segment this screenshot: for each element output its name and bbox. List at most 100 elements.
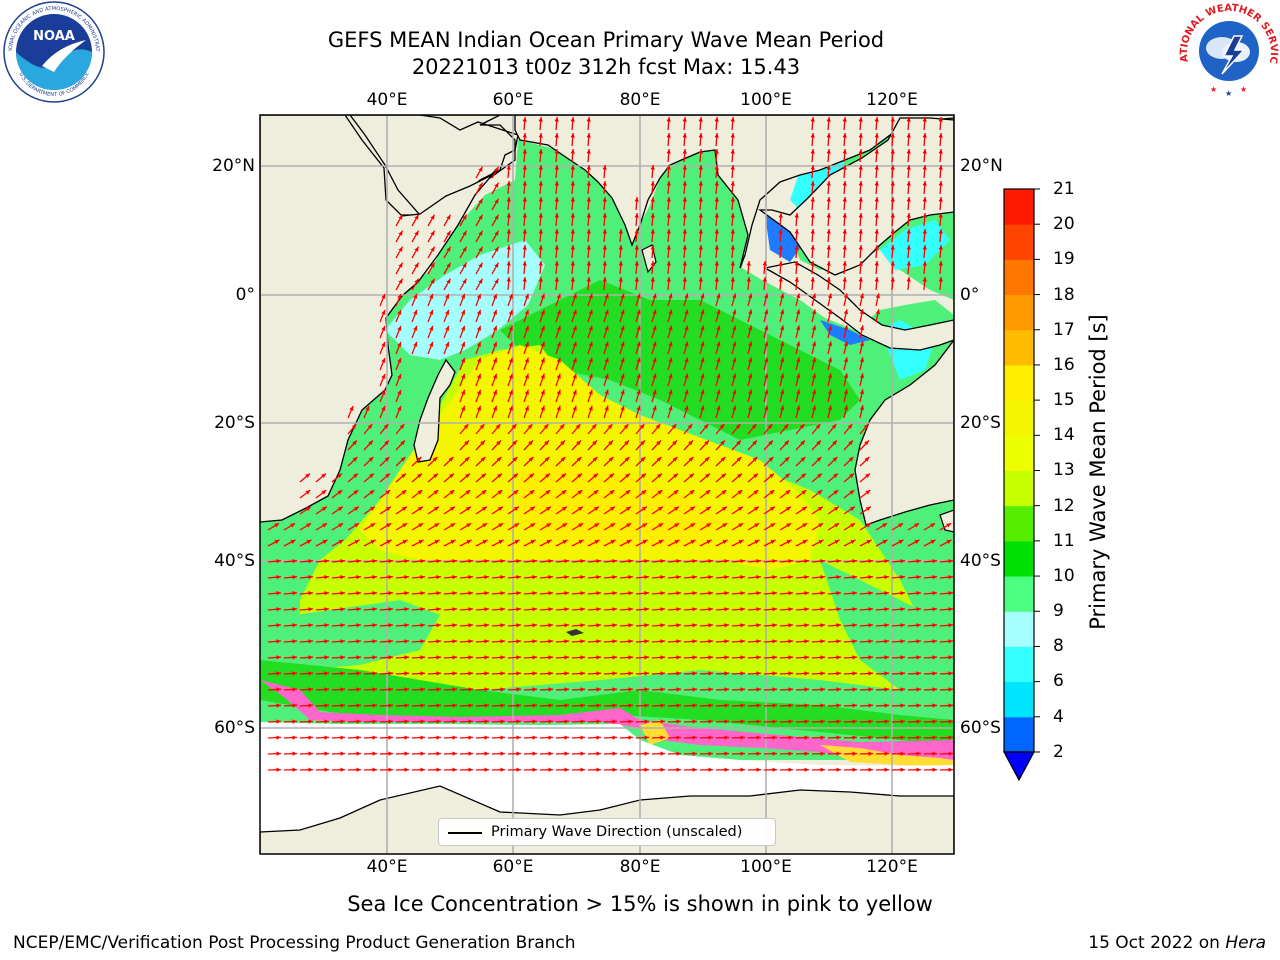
wave-arrow-head	[620, 309, 625, 315]
wave-arrow-head	[508, 325, 513, 331]
wave-arrow-head	[449, 490, 455, 495]
wave-arrow-head	[306, 539, 312, 544]
wave-arrow-head	[324, 591, 329, 596]
wave-arrow-head	[730, 229, 735, 234]
wave-arrow-head	[450, 523, 456, 528]
wave-arrow-head	[349, 406, 354, 411]
wave-arrow-head	[478, 246, 483, 252]
wave-arrow-head	[500, 767, 505, 772]
wave-arrow-head	[624, 457, 630, 462]
wave-arrow-head	[465, 473, 470, 479]
wave-arrow-head	[900, 559, 905, 564]
wave-arrow-head	[512, 440, 517, 446]
wave-arrow-head	[324, 767, 329, 772]
wave-arrow-head	[636, 309, 641, 315]
wave-arrow-head	[436, 559, 441, 564]
wave-arrow-head	[452, 591, 457, 596]
wave-arrow-head	[625, 473, 630, 479]
wave-arrow-head	[730, 165, 735, 170]
wave-arrow-head	[884, 687, 889, 692]
wave-arrow-head	[484, 559, 489, 564]
wave-arrow-head	[698, 229, 703, 234]
wave-arrow-head	[796, 341, 801, 347]
wave-arrow-head	[948, 735, 953, 740]
wave-arrow-head	[446, 214, 451, 220]
wave-arrow-head	[684, 293, 689, 299]
wave-arrow-head	[922, 245, 927, 250]
wave-arrow-head	[274, 539, 280, 544]
wave-arrow-head	[401, 506, 407, 511]
wave-arrow-head	[397, 390, 402, 395]
wave-arrow-head	[906, 149, 911, 154]
wave-arrow-head	[660, 639, 665, 644]
wave-arrow-head	[452, 671, 457, 676]
lon-tick-bottom-40: 40°E	[366, 857, 408, 877]
wave-arrow-head	[602, 213, 607, 218]
wave-arrow-head	[737, 490, 743, 495]
wave-arrow-head	[572, 325, 577, 331]
wave-arrow-head	[938, 197, 943, 202]
wave-arrow-head	[356, 671, 361, 676]
wave-arrow-head	[561, 506, 567, 511]
madagascar	[413, 358, 456, 463]
wave-arrow-head	[652, 325, 657, 331]
wave-arrow-head	[522, 181, 527, 186]
wave-arrow-head	[292, 719, 297, 724]
wave-arrow-head	[452, 687, 457, 692]
wave-arrow-head	[594, 523, 600, 528]
wave-arrow-head	[596, 559, 601, 564]
colorbar-segment	[1004, 716, 1034, 753]
wave-arrow-head	[404, 591, 409, 596]
wave-arrow-head	[484, 687, 489, 692]
wave-arrow-head	[714, 133, 719, 138]
wave-arrow-head	[767, 424, 773, 429]
wave-arrow-head	[801, 490, 807, 495]
wave-arrow-head	[900, 671, 905, 676]
wave-arrow-head	[932, 767, 937, 772]
wave-arrow-head	[588, 325, 593, 331]
wave-arrow-head	[720, 440, 725, 446]
wave-arrow-head	[436, 575, 441, 580]
wave-arrow-head	[530, 523, 536, 528]
wave-arrow-head	[464, 440, 469, 446]
wave-arrow-head	[656, 440, 661, 446]
wave-arrow-head	[676, 575, 681, 580]
wave-arrow-head	[580, 751, 585, 756]
wave-arrow-head	[689, 506, 695, 511]
wave-arrow-head	[414, 262, 419, 268]
wave-arrow-head	[548, 719, 553, 724]
colorbar-tick-20: 20	[1053, 214, 1075, 234]
wave-arrow-head	[612, 559, 617, 564]
wave-arrow-head	[292, 671, 297, 676]
wave-arrow-head	[596, 623, 601, 628]
wave-arrow-head	[356, 639, 361, 644]
wave-arrow-head	[452, 719, 457, 724]
wave-arrow-head	[842, 197, 847, 202]
colorbar-segment	[1004, 400, 1034, 436]
colorbar-extend-triangle	[1002, 751, 1036, 782]
wave-arrow-head	[676, 655, 681, 660]
wave-arrow-head	[692, 607, 697, 612]
colorbar-tick-9: 9	[1053, 601, 1064, 621]
wave-arrow-head	[404, 607, 409, 612]
wave-arrow-head	[538, 245, 543, 250]
wave-arrow-head	[564, 591, 569, 596]
wave-arrow-head	[492, 325, 497, 331]
wave-arrow-head	[714, 277, 719, 282]
wave-arrow-head	[788, 623, 793, 628]
wave-arrow-head	[796, 405, 801, 411]
wave-arrow-head	[788, 559, 793, 564]
wave-arrow-head	[804, 687, 809, 692]
wave-arrow-head	[324, 735, 329, 740]
colorbar-segment	[1004, 576, 1034, 612]
wave-arrow-head	[660, 559, 665, 564]
wave-arrow-head	[868, 751, 873, 756]
wave-arrow-head	[413, 341, 418, 347]
wave-arrow-head	[692, 719, 697, 724]
wave-arrow-head	[772, 655, 777, 660]
wave-arrow-head	[658, 539, 664, 544]
wave-arrow-head	[604, 309, 609, 315]
colorbar-label: Primary Wave Mean Period [s]	[1086, 314, 1110, 630]
wave-arrow-head	[666, 197, 671, 202]
wave-arrow-head	[321, 473, 326, 479]
